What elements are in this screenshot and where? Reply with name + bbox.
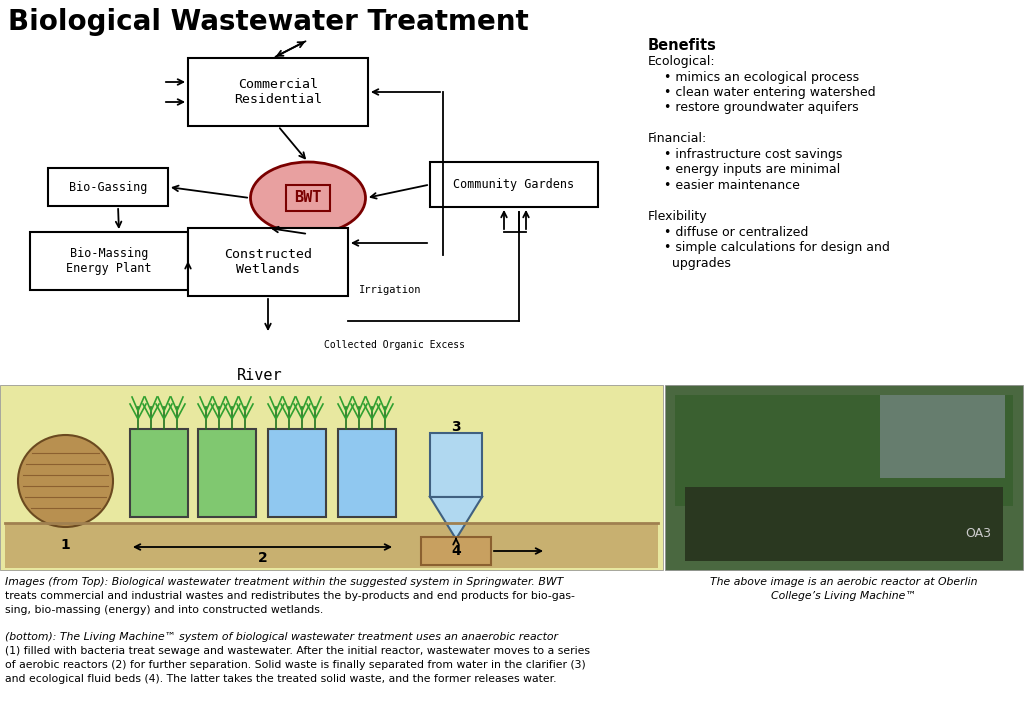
Text: sing, bio-massing (energy) and into constructed wetlands.: sing, bio-massing (energy) and into cons… [5, 605, 324, 615]
Text: (1) filled with bacteria treat sewage and wastewater. After the initial reactor,: (1) filled with bacteria treat sewage an… [5, 646, 590, 656]
Text: (bottom): The Living Machine™ system of biological wastewater treatment uses an : (bottom): The Living Machine™ system of … [5, 632, 558, 643]
Text: upgrades: upgrades [648, 256, 731, 269]
Bar [338, 429, 396, 517]
Text: 2: 2 [258, 551, 267, 565]
Text: Irrigation: Irrigation [358, 285, 421, 295]
Text: 3: 3 [452, 420, 461, 434]
Bar [665, 385, 1023, 570]
Text: OA3: OA3 [965, 527, 991, 540]
Bar [675, 395, 1013, 506]
Text: Financial:: Financial: [648, 133, 708, 145]
Text: Benefits: Benefits [648, 38, 717, 53]
Bar [188, 58, 368, 126]
Text: • infrastructure cost savings: • infrastructure cost savings [648, 148, 843, 161]
Text: • simple calculations for design and: • simple calculations for design and [648, 241, 890, 254]
Bar [268, 429, 326, 517]
Text: College’s Living Machine™: College’s Living Machine™ [771, 591, 916, 601]
Bar [0, 385, 663, 570]
Text: • mimics an ecological process: • mimics an ecological process [648, 70, 859, 83]
Text: River: River [238, 368, 283, 383]
Text: 4: 4 [452, 544, 461, 558]
Text: 1: 1 [60, 538, 70, 552]
Bar [188, 228, 348, 296]
Text: Biological Wastewater Treatment: Biological Wastewater Treatment [8, 8, 528, 36]
Text: Community Gardens: Community Gardens [454, 178, 574, 191]
Bar [130, 429, 188, 517]
Text: of aerobic reactors (2) for further separation. Solid waste is finally separated: of aerobic reactors (2) for further sepa… [5, 660, 586, 670]
Bar [685, 486, 1002, 560]
Bar [30, 232, 188, 290]
Bar [430, 433, 482, 497]
Text: BWT: BWT [294, 190, 322, 205]
Bar [421, 537, 490, 565]
Text: and ecological fluid beds (4). The latter takes the treated solid waste, and the: and ecological fluid beds (4). The latte… [5, 674, 556, 684]
Text: Collected Organic Excess: Collected Organic Excess [325, 340, 466, 350]
Bar [430, 162, 598, 207]
Text: Ecological:: Ecological: [648, 55, 716, 68]
Text: • clean water entering watershed: • clean water entering watershed [648, 86, 876, 99]
Text: The above image is an aerobic reactor at Oberlin: The above image is an aerobic reactor at… [711, 577, 978, 587]
Bar [198, 429, 256, 517]
Text: Bio-Massing
Energy Plant: Bio-Massing Energy Plant [67, 247, 152, 275]
Text: • diffuse or centralized: • diffuse or centralized [648, 226, 808, 239]
Ellipse shape [251, 162, 366, 234]
Text: • easier maintenance: • easier maintenance [648, 179, 800, 192]
Text: Commercial
Residential: Commercial Residential [234, 78, 322, 106]
Ellipse shape [18, 435, 113, 527]
Bar [880, 395, 1006, 478]
Polygon shape [430, 497, 482, 539]
Text: Images (from Top): Biological wastewater treatment within the suggested system i: Images (from Top): Biological wastewater… [5, 577, 563, 587]
Text: Bio-Gassing: Bio-Gassing [69, 181, 147, 194]
Text: • energy inputs are minimal: • energy inputs are minimal [648, 163, 841, 176]
Bar [48, 168, 168, 206]
Text: Constructed
Wetlands: Constructed Wetlands [224, 248, 312, 276]
Text: treats commercial and industrial wastes and redistributes the by-products and en: treats commercial and industrial wastes … [5, 591, 574, 601]
Bar [5, 523, 658, 568]
Bar [286, 185, 330, 211]
Text: • restore groundwater aquifers: • restore groundwater aquifers [648, 102, 859, 115]
Text: Flexibility: Flexibility [648, 210, 708, 223]
